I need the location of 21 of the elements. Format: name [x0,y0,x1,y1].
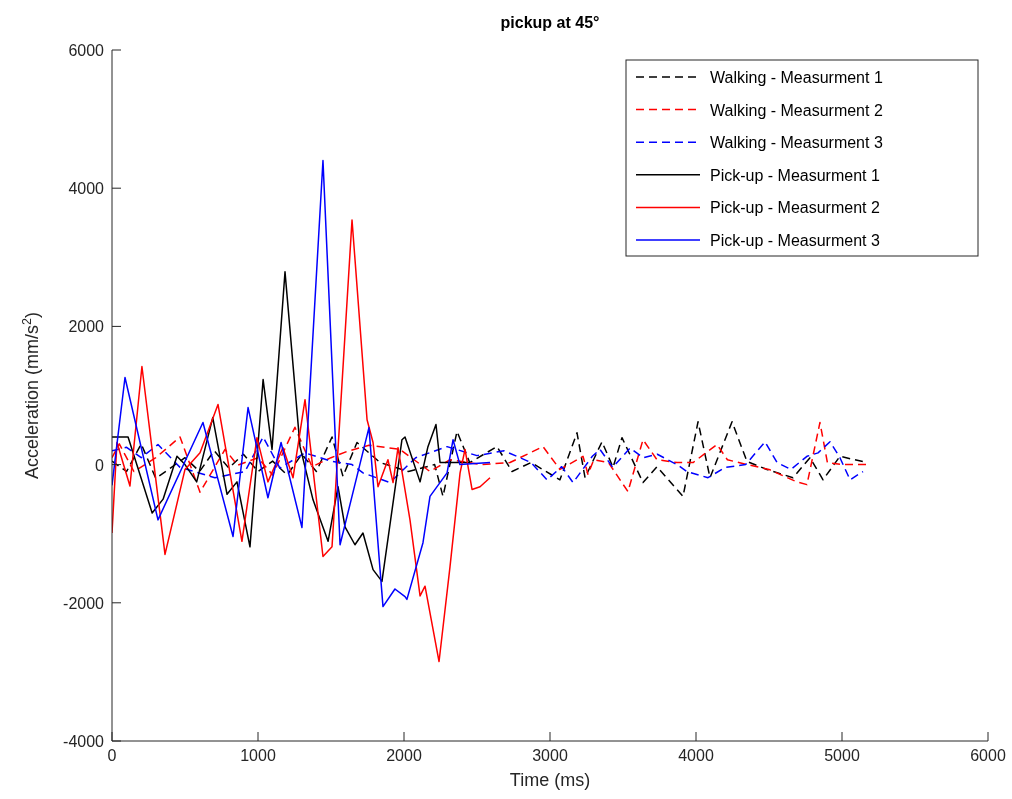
x-tick-label: 5000 [824,747,860,764]
x-tick-label: 2000 [386,747,422,764]
y-tick-label: 2000 [68,318,105,336]
x-axis-title: Time (ms) [509,770,591,790]
y-tick-label: -4000 [63,733,105,750]
x-tick-label: 6000 [970,747,1006,764]
y-tick-label: -2000 [63,594,105,612]
x-tick-label: 0 [107,747,117,764]
legend-label: Walking - Measurment 3 [710,134,883,152]
legend-label: Pick-up - Measurment 1 [710,166,880,184]
x-tick-label: 3000 [532,747,568,764]
y-tick-label: 0 [95,456,105,474]
legend-label: Walking - Measurment 1 [710,69,883,86]
x-tick-label: 1000 [240,747,276,764]
x-tick-label: 4000 [678,747,714,764]
y-tick-label: 4000 [68,180,105,198]
legend-label: Walking - Measurment 2 [710,101,883,119]
y-tick-label: 6000 [68,42,105,59]
legend-label: Pick-up - Measurment 3 [710,232,880,249]
chart-title: pickup at 45° [500,14,600,31]
legend-label: Pick-up - Measurment 2 [710,199,880,217]
